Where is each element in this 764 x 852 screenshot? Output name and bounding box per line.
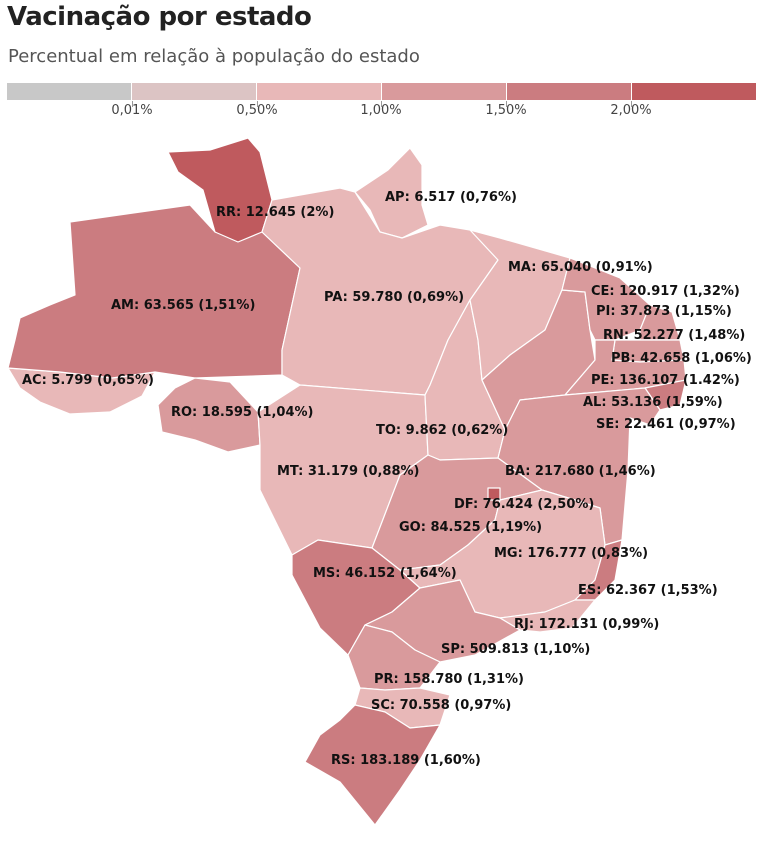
state-label: AL: 53.136 (1,59%) bbox=[583, 395, 723, 410]
state-label: MA: 65.040 (0,91%) bbox=[508, 260, 653, 275]
state-label: ES: 62.367 (1,53%) bbox=[578, 583, 718, 598]
state-label: TO: 9.862 (0,62%) bbox=[376, 423, 508, 438]
legend-swatch-4 bbox=[507, 83, 632, 100]
state-label: BA: 217.680 (1,46%) bbox=[505, 464, 656, 479]
state-label: DF: 76.424 (2,50%) bbox=[454, 497, 594, 512]
state-label: PR: 158.780 (1,31%) bbox=[374, 672, 524, 687]
chart-subtitle: Percentual em relação à população do est… bbox=[8, 46, 420, 67]
legend-swatch-2 bbox=[257, 83, 382, 100]
state-label: MS: 46.152 (1,64%) bbox=[313, 566, 457, 581]
state-label: RS: 183.189 (1,60%) bbox=[331, 753, 481, 768]
state-label: PE: 136.107 (1.42%) bbox=[591, 373, 740, 388]
legend-tick-label: 1,50% bbox=[485, 103, 527, 118]
state-label: RR: 12.645 (2%) bbox=[216, 205, 334, 220]
legend-swatch-5 bbox=[632, 83, 756, 100]
state-RO[interactable] bbox=[157, 377, 261, 453]
state-label: RN: 52.277 (1,48%) bbox=[603, 328, 745, 343]
state-label: SP: 509.813 (1,10%) bbox=[441, 642, 590, 657]
legend-tick-label: 1,00% bbox=[360, 103, 402, 118]
chart-title: Vacinação por estado bbox=[7, 2, 312, 32]
legend-tick-label: 2,00% bbox=[610, 103, 652, 118]
legend-tick-label: 0,50% bbox=[236, 103, 278, 118]
state-label: RO: 18.595 (1,04%) bbox=[171, 405, 313, 420]
state-label: RJ: 172.131 (0,99%) bbox=[514, 617, 659, 632]
state-label: PB: 42.658 (1,06%) bbox=[611, 351, 752, 366]
state-label: SE: 22.461 (0,97%) bbox=[596, 417, 736, 432]
state-label: MT: 31.179 (0,88%) bbox=[277, 464, 420, 479]
state-label: AC: 5.799 (0,65%) bbox=[22, 373, 154, 388]
state-label: MG: 176.777 (0,83%) bbox=[494, 546, 648, 561]
color-legend bbox=[7, 83, 756, 100]
legend-ticks: 0,01% 0,50% 1,00% 1,50% 2,00% bbox=[0, 101, 764, 121]
state-label: GO: 84.525 (1,19%) bbox=[399, 520, 542, 535]
state-label: PA: 59.780 (0,69%) bbox=[324, 290, 464, 305]
state-label: AM: 63.565 (1,51%) bbox=[111, 298, 255, 313]
legend-swatch-1 bbox=[132, 83, 257, 100]
state-RS[interactable] bbox=[304, 704, 441, 826]
legend-swatch-0 bbox=[7, 83, 132, 100]
state-AP[interactable] bbox=[354, 147, 429, 239]
state-SP[interactable] bbox=[364, 579, 521, 663]
state-label: SC: 70.558 (0,97%) bbox=[371, 698, 511, 713]
state-label: CE: 120.917 (1,32%) bbox=[591, 284, 740, 299]
legend-swatch-3 bbox=[382, 83, 507, 100]
legend-tick-label: 0,01% bbox=[111, 103, 153, 118]
state-label: AP: 6.517 (0,76%) bbox=[385, 190, 517, 205]
state-label: PI: 37.873 (1,15%) bbox=[596, 304, 732, 319]
